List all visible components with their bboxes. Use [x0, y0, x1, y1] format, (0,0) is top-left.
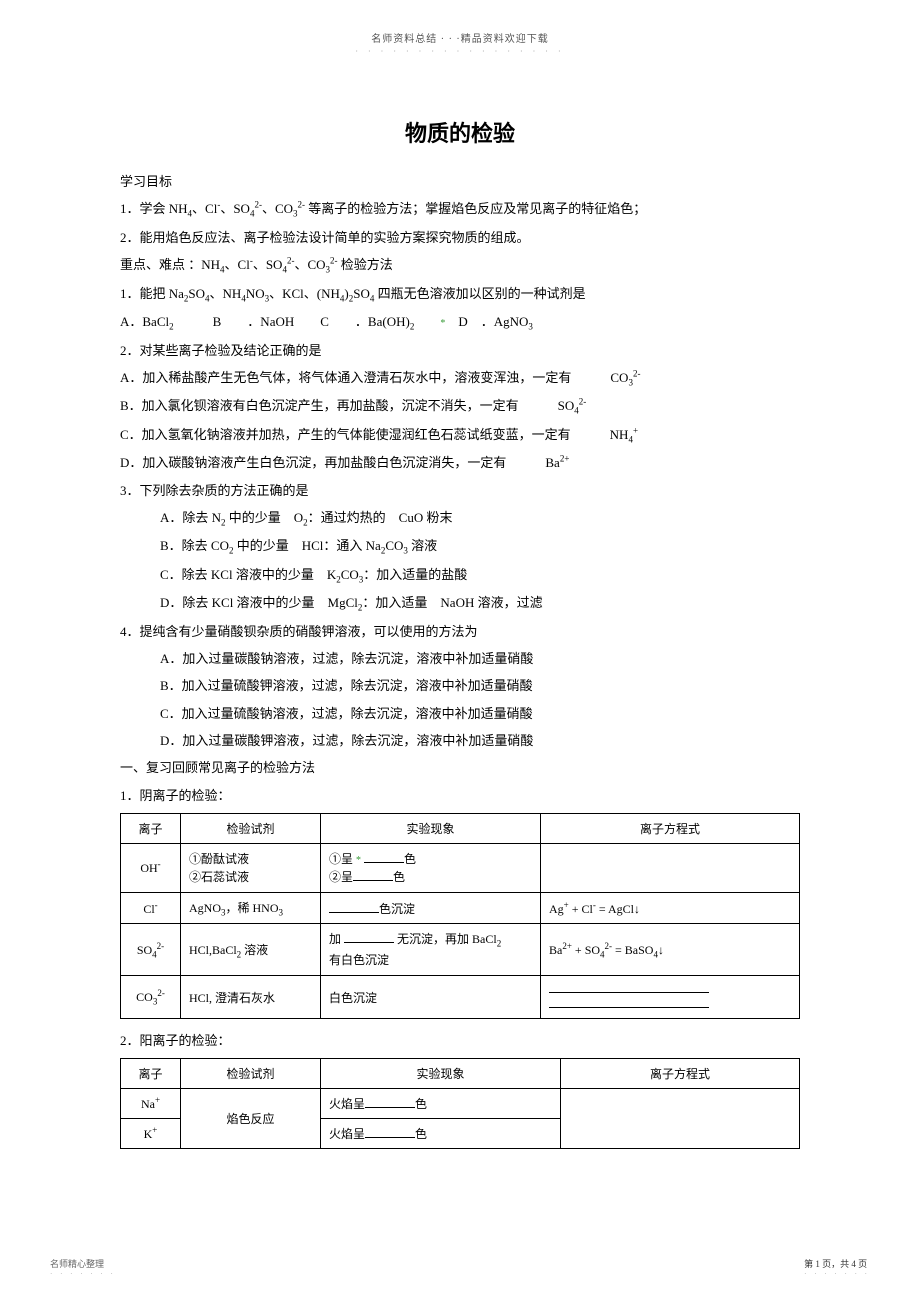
phenomenon-cell: 火焰呈色: [321, 1119, 561, 1149]
q3: 3．下列除去杂质的方法正确的是: [120, 477, 800, 504]
phenomenon-cell: 色沉淀: [321, 892, 541, 923]
q4c: C．加入过量硫酸钠溶液，过滤，除去沉淀，溶液中补加适量硝酸: [120, 700, 800, 727]
ion-cell: K+: [121, 1119, 181, 1149]
table-header: 离子方程式: [541, 813, 800, 843]
table-header: 检验试剂: [181, 813, 321, 843]
equation-cell: [561, 1089, 800, 1149]
q3c: C．除去 KCl 溶液中的少量 K2CO3：加入适量的盐酸: [120, 561, 800, 589]
q4d: D．加入过量碳酸钾溶液，过滤，除去沉淀，溶液中补加适量硝酸: [120, 727, 800, 754]
table-header-row: 离子 检验试剂 实验现象 离子方程式: [121, 813, 800, 843]
phenomenon-cell: 白色沉淀: [321, 976, 541, 1019]
ion-cell: OH-: [121, 843, 181, 892]
footer-left: 名师精心整理 · · · · · · ·: [50, 1257, 116, 1278]
q2d: D．加入碳酸钠溶液产生白色沉淀，再加盐酸白色沉淀消失，一定有 Ba2+: [120, 449, 800, 476]
q3a: A．除去 N2 中的少量 O2：通过灼热的 CuO 粉末: [120, 504, 800, 532]
table-row: Cl- AgNO3，稀 HNO3 色沉淀 Ag+ + Cl- = AgCl↓: [121, 892, 800, 923]
content: 学习目标 1．学会 NH4、Cl-、SO42-、CO32- 等离子的检验方法；掌…: [120, 168, 800, 1149]
table-header: 离子方程式: [561, 1059, 800, 1089]
keypoint: 重点、难点 ：NH4、Cl-、SO42-、CO32- 检验方法: [120, 251, 800, 279]
q1-options: A．BaCl2 B ．NaOH C ．Ba(OH)2 * D ．AgNO3: [120, 308, 800, 336]
q2a: A．加入稀盐酸产生无色气体，将气体通入澄清石灰水中，溶液变浑浊，一定有 CO32…: [120, 364, 800, 392]
cation-table: 离子 检验试剂 实验现象 离子方程式 Na+ 焰色反应 火焰呈色 K+ 火焰呈色: [120, 1058, 800, 1149]
reagent-cell: HCl,BaCl2 溶液: [181, 924, 321, 976]
cation-label: 2．阳离子的检验：: [120, 1027, 800, 1054]
q4b: B．加入过量硫酸钾溶液，过滤，除去沉淀，溶液中补加适量硝酸: [120, 672, 800, 699]
ion-cell: SO42-: [121, 924, 181, 976]
table-row: SO42- HCl,BaCl2 溶液 加 无沉淀，再加 BaCl2 有白色沉淀 …: [121, 924, 800, 976]
phenomenon-cell: ①呈 * 色 ②呈色: [321, 843, 541, 892]
table-row: OH- ①酚酞试液 ②石蕊试液 ①呈 * 色 ②呈色: [121, 843, 800, 892]
table-header: 离子: [121, 813, 181, 843]
table-header: 离子: [121, 1059, 181, 1089]
footer-right: 第 1 页，共 4 页 · · · · · · ·: [804, 1257, 870, 1278]
objective-label: 学习目标: [120, 168, 800, 195]
equation-cell: Ag+ + Cl- = AgCl↓: [541, 892, 800, 923]
q4a: A．加入过量碳酸钠溶液，过滤，除去沉淀，溶液中补加适量硝酸: [120, 645, 800, 672]
ion-cell: CO32-: [121, 976, 181, 1019]
q2: 2．对某些离子检验及结论正确的是: [120, 337, 800, 364]
table-row: Na+ 焰色反应 火焰呈色: [121, 1089, 800, 1119]
reagent-cell: 焰色反应: [181, 1089, 321, 1149]
anion-table: 离子 检验试剂 实验现象 离子方程式 OH- ①酚酞试液 ②石蕊试液 ①呈 * …: [120, 813, 800, 1019]
table-header: 实验现象: [321, 813, 541, 843]
page-title: 物质的检验: [120, 116, 800, 148]
phenomenon-cell: 火焰呈色: [321, 1089, 561, 1119]
top-header: 名师资料总结 · · ·精品资料欢迎下载 · · · · · · · · · ·…: [120, 30, 800, 56]
q2c: C．加入氢氧化钠溶液并加热，产生的气体能使湿润红色石蕊试纸变蓝，一定有 NH4+: [120, 421, 800, 449]
q3d: D．除去 KCl 溶液中的少量 MgCl2：加入适量 NaOH 溶液，过滤: [120, 589, 800, 617]
equation-cell: Ba2+ + SO42- = BaSO4↓: [541, 924, 800, 976]
ion-cell: Na+: [121, 1089, 181, 1119]
review-heading: 一、复习回顾常见离子的检验方法: [120, 754, 800, 781]
reagent-cell: HCl, 澄清石灰水: [181, 976, 321, 1019]
table-header: 检验试剂: [181, 1059, 321, 1089]
table-row: CO32- HCl, 澄清石灰水 白色沉淀: [121, 976, 800, 1019]
reagent-cell: ①酚酞试液 ②石蕊试液: [181, 843, 321, 892]
reagent-cell: AgNO3，稀 HNO3: [181, 892, 321, 923]
q3b: B．除去 CO2 中的少量 HCl：通入 Na2CO3 溶液: [120, 532, 800, 560]
equation-cell: [541, 843, 800, 892]
q1: 1．能把 Na2SO4、NH4NO3、KCl、(NH4)2SO4 四瓶无色溶液加…: [120, 280, 800, 308]
table-header: 实验现象: [321, 1059, 561, 1089]
q2b: B．加入氯化钡溶液有白色沉淀产生，再加盐酸，沉淀不消失，一定有 SO42-: [120, 392, 800, 420]
q4: 4．提纯含有少量硝酸钡杂质的硝酸钾溶液，可以使用的方法为: [120, 618, 800, 645]
objective-2: 2．能用焰色反应法、离子检验法设计简单的实验方案探究物质的组成。: [120, 224, 800, 251]
equation-cell: [541, 976, 800, 1019]
table-header-row: 离子 检验试剂 实验现象 离子方程式: [121, 1059, 800, 1089]
anion-label: 1．阴离子的检验：: [120, 782, 800, 809]
ion-cell: Cl-: [121, 892, 181, 923]
objective-1: 1．学会 NH4、Cl-、SO42-、CO32- 等离子的检验方法；掌握焰色反应…: [120, 195, 800, 223]
phenomenon-cell: 加 无沉淀，再加 BaCl2 有白色沉淀: [321, 924, 541, 976]
